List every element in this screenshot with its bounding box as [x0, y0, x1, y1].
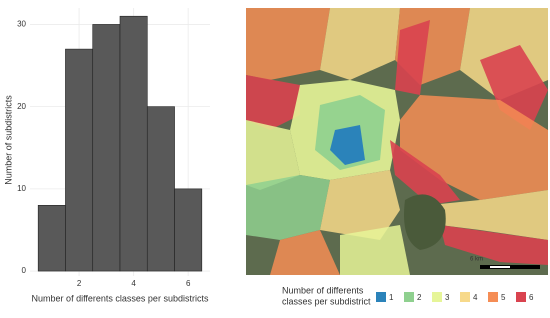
- district: [440, 225, 548, 265]
- legend-swatch: [432, 292, 442, 302]
- district: [320, 8, 400, 80]
- bar: [37, 205, 66, 272]
- bar: [174, 188, 203, 272]
- bar: [146, 106, 175, 272]
- district: [246, 75, 300, 130]
- legend-label: 1: [389, 293, 394, 302]
- district: [246, 175, 330, 240]
- legend-swatch: [460, 292, 470, 302]
- legend-label: 2: [417, 293, 422, 302]
- district: [340, 225, 410, 275]
- district: [480, 45, 548, 130]
- x-tick-label: 6: [186, 279, 191, 288]
- bar: [65, 48, 94, 272]
- scale-bar: [490, 266, 510, 268]
- legend-swatch: [516, 292, 526, 302]
- legend-label: 3: [445, 293, 450, 302]
- district: [390, 140, 460, 205]
- legend-swatch: [376, 292, 386, 302]
- x-axis-title: Number of differents classes per subdist…: [32, 293, 209, 303]
- district: [246, 8, 330, 80]
- legend-label: 6: [529, 293, 534, 302]
- district: [246, 120, 300, 190]
- district: [395, 20, 430, 95]
- district: [430, 190, 548, 240]
- bar: [119, 15, 148, 272]
- x-tick-label: 4: [131, 279, 136, 288]
- legend-title: Number of differents: [282, 285, 364, 295]
- map: 6 km: [246, 8, 548, 275]
- district: [330, 125, 365, 165]
- river-bend: [404, 194, 446, 250]
- y-tick-label: 20: [17, 102, 26, 111]
- bar: [92, 24, 121, 272]
- district: [320, 170, 400, 240]
- y-tick-label: 30: [17, 20, 26, 29]
- legend-swatch: [404, 292, 414, 302]
- y-axis-title: Number of subdistricts: [3, 95, 13, 185]
- y-tick-label: 0: [22, 266, 27, 275]
- district: [270, 230, 340, 275]
- legend-label: 5: [501, 293, 506, 302]
- x-tick-label: 2: [77, 279, 82, 288]
- legend-swatch: [488, 292, 498, 302]
- legend-label: 4: [473, 293, 478, 302]
- scale-label: 6 km: [470, 257, 483, 263]
- legend-title: classes per subdistrict: [282, 296, 371, 306]
- y-tick-label: 10: [17, 184, 26, 193]
